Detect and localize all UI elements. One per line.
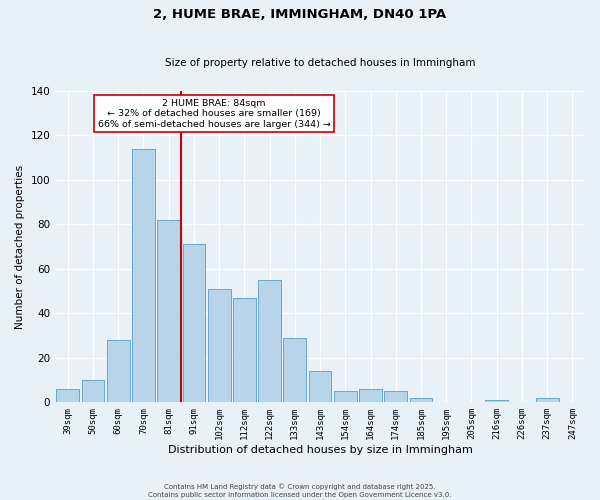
Bar xyxy=(359,389,382,402)
Bar xyxy=(258,280,281,402)
Bar xyxy=(536,398,559,402)
Bar xyxy=(485,400,508,402)
Bar xyxy=(385,391,407,402)
Bar xyxy=(182,244,205,402)
Bar xyxy=(157,220,180,402)
Bar xyxy=(107,340,130,402)
Bar xyxy=(334,391,356,402)
Bar xyxy=(56,389,79,402)
Bar xyxy=(82,380,104,402)
Title: Size of property relative to detached houses in Immingham: Size of property relative to detached ho… xyxy=(165,58,475,68)
Bar xyxy=(410,398,433,402)
Text: Contains HM Land Registry data © Crown copyright and database right 2025.
Contai: Contains HM Land Registry data © Crown c… xyxy=(148,484,452,498)
X-axis label: Distribution of detached houses by size in Immingham: Distribution of detached houses by size … xyxy=(167,445,473,455)
Text: 2 HUME BRAE: 84sqm
← 32% of detached houses are smaller (169)
66% of semi-detach: 2 HUME BRAE: 84sqm ← 32% of detached hou… xyxy=(98,99,331,128)
Bar xyxy=(309,371,331,402)
Text: 2, HUME BRAE, IMMINGHAM, DN40 1PA: 2, HUME BRAE, IMMINGHAM, DN40 1PA xyxy=(154,8,446,20)
Bar xyxy=(132,149,155,403)
Bar xyxy=(208,289,230,403)
Bar xyxy=(233,298,256,403)
Bar xyxy=(283,338,306,402)
Y-axis label: Number of detached properties: Number of detached properties xyxy=(15,164,25,328)
